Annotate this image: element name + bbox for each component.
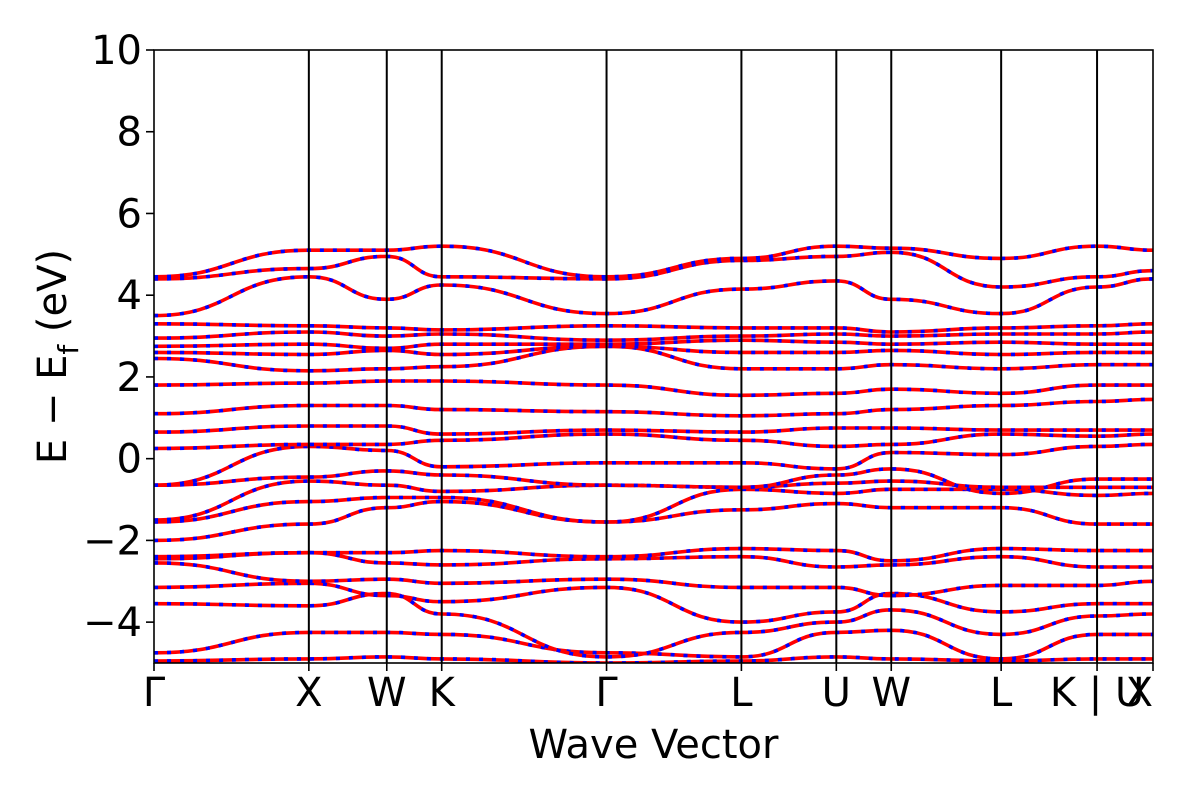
kpoint-label: K | U	[1050, 670, 1144, 716]
y-axis-title-main: E − E	[30, 355, 76, 465]
y-axis-title-subscript: f	[52, 344, 85, 355]
band-line-blue-7	[154, 499, 1153, 543]
band-line-blue-22	[154, 250, 1153, 289]
kpoint-label: L	[990, 670, 1013, 716]
y-tick-label: −4	[83, 600, 142, 646]
band-line-blue-4	[154, 561, 1153, 598]
band-line-red-2	[154, 591, 1153, 659]
kpoint-label: X	[1126, 670, 1153, 716]
y-tick-label: 2	[117, 355, 142, 401]
band-line-blue-16	[154, 344, 1153, 373]
band-line-red-4	[154, 561, 1153, 598]
x-axis-title: Wave Vector	[529, 722, 780, 768]
band-line-red-17	[154, 344, 1153, 357]
y-tick-label: −2	[83, 518, 142, 564]
y-axis-title-unit: (eV)	[30, 249, 76, 345]
band-line-blue-11	[154, 442, 1153, 487]
y-axis-title: E − Ef (eV)	[30, 249, 85, 464]
band-line-blue-3	[154, 581, 1153, 624]
band-line-red-14	[154, 397, 1153, 418]
high-symmetry-lines	[307, 50, 1099, 663]
band-line-red-3	[154, 581, 1153, 624]
band-line-blue-0	[154, 655, 1153, 663]
kpoint-label: U	[822, 670, 851, 716]
band-line-red-7	[154, 499, 1153, 543]
y-tick-label: 0	[117, 437, 142, 483]
kpoint-label: W	[367, 670, 407, 716]
band-line-red-18	[154, 338, 1153, 351]
band-line-blue-5	[154, 550, 1153, 569]
plot-frame	[153, 49, 1154, 664]
kpoint-label: Γ	[595, 670, 618, 716]
band-line-red-16	[154, 344, 1153, 373]
y-tick-label: 10	[91, 28, 142, 74]
band-line-blue-2	[154, 591, 1153, 659]
band-line-blue-14	[154, 397, 1153, 418]
band-line-blue-20	[154, 322, 1153, 334]
band-line-blue-12	[154, 432, 1153, 451]
kpoint-label: Γ	[143, 670, 166, 716]
y-tick-label: 4	[117, 273, 142, 319]
band-line-red-11	[154, 442, 1153, 487]
kpoint-label: W	[871, 670, 911, 716]
band-line-red-8	[154, 487, 1153, 524]
kpoint-label: L	[730, 670, 753, 716]
band-line-blue-13	[154, 424, 1153, 436]
band-line-red-1	[154, 628, 1153, 661]
kpoint-label: X	[295, 670, 322, 716]
band-line-red-19	[154, 330, 1153, 343]
band-line-red-21	[154, 274, 1153, 318]
band-lines	[154, 244, 1153, 663]
y-tick-label: 8	[117, 110, 142, 156]
band-line-red-15	[154, 379, 1153, 398]
y-axis-ticks: −4 −2 0 2 4 6 8 10	[83, 28, 154, 646]
band-line-red-23	[154, 244, 1153, 279]
band-line-blue-10	[154, 467, 1153, 496]
y-tick-label: 6	[117, 191, 142, 237]
band-line-blue-6	[154, 546, 1153, 563]
kpoint-label: K	[429, 670, 457, 716]
